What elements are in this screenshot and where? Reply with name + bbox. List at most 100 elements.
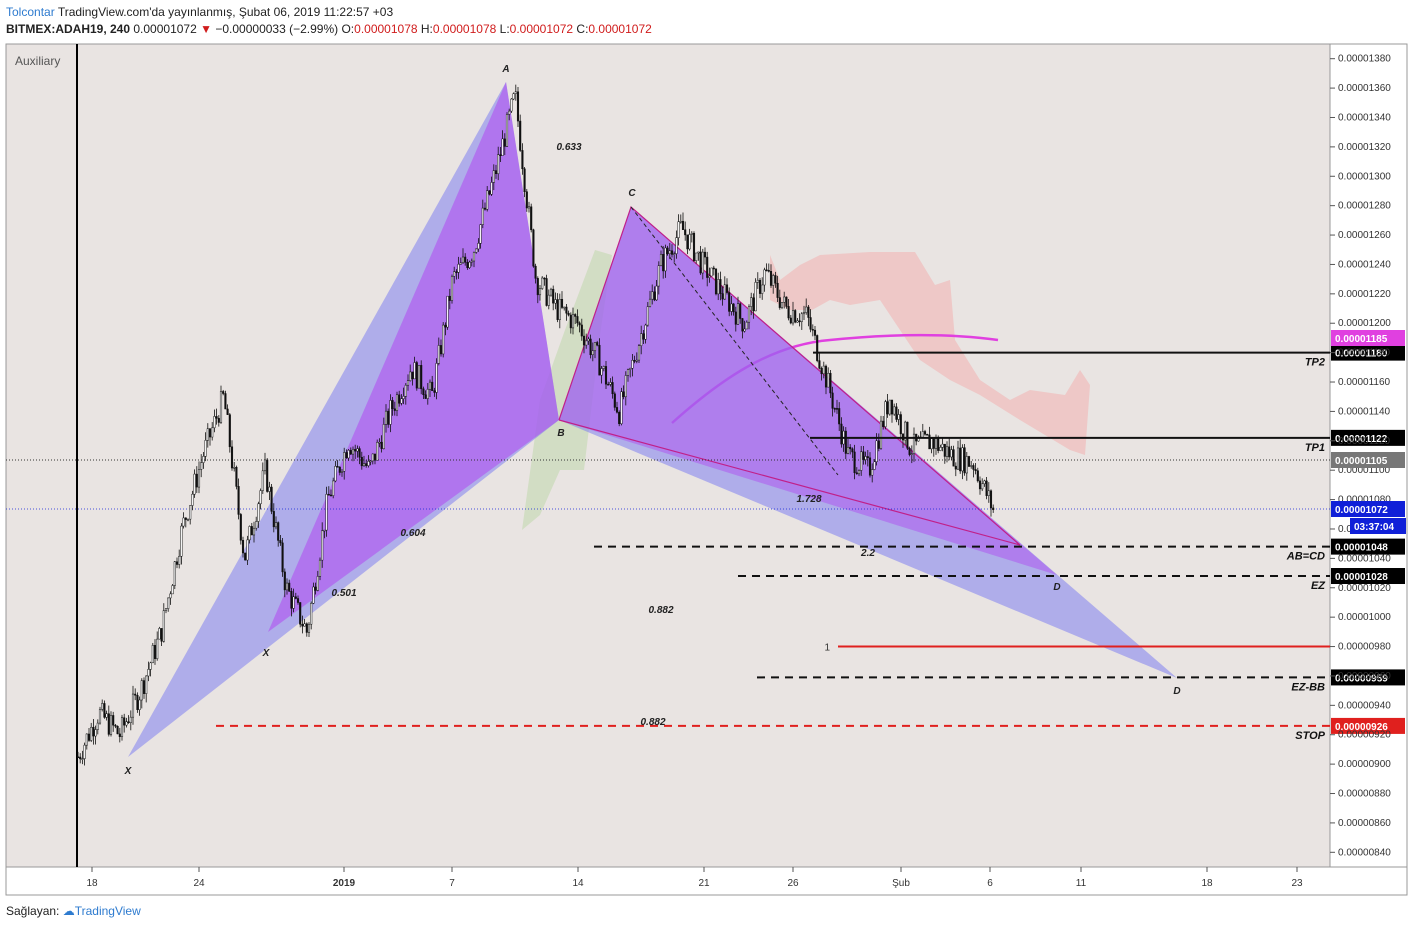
candle-body: [406, 380, 410, 386]
candle-body: [303, 623, 306, 627]
candle-body: [706, 256, 709, 278]
candle-body: [239, 514, 242, 541]
candle-body: [283, 571, 286, 591]
candle-body: [442, 324, 445, 355]
candle-body: [514, 91, 517, 94]
candle-body: [360, 456, 363, 467]
candle-body: [213, 416, 216, 429]
candle-body: [202, 456, 205, 463]
open-value: 0.00001078: [354, 22, 418, 36]
candle-body: [651, 291, 654, 300]
candle-body: [178, 556, 181, 565]
candle-body: [391, 400, 394, 410]
candle-body: [912, 433, 916, 454]
y-tick-label: 0.00000920: [1338, 730, 1391, 741]
candle-body: [270, 486, 273, 512]
candle-body: [512, 93, 515, 100]
y-tick-label: 0.00000840: [1338, 847, 1391, 858]
author-link[interactable]: Tolcontar: [6, 5, 55, 19]
price-chart[interactable]: Auxiliary TP2 0.00001180 TP1 0.00001122 AB=C…: [0, 0, 1413, 900]
tradingview-link[interactable]: TradingView: [74, 904, 141, 918]
candle-body: [486, 190, 489, 210]
candle-body: [365, 463, 368, 466]
price-badge: 0.00001105: [1331, 452, 1405, 468]
candle-body: [884, 401, 887, 428]
candle-body: [554, 299, 557, 304]
candle-body: [587, 338, 590, 342]
time-axis[interactable]: [5, 866, 1408, 896]
candle-body: [725, 284, 729, 293]
candle-body: [692, 232, 696, 261]
candle-body: [395, 394, 399, 411]
candle-body: [541, 277, 544, 289]
candle-body: [945, 446, 949, 457]
candle-body: [893, 406, 896, 415]
candle-body: [510, 98, 513, 112]
candle-body: [941, 443, 944, 448]
candle-body: [530, 206, 533, 231]
candle-body: [563, 306, 566, 309]
candle-body: [963, 447, 966, 474]
candle-body: [459, 262, 462, 265]
candle-body: [415, 362, 418, 389]
candle-body: [217, 418, 220, 423]
candle-body: [521, 150, 524, 170]
price-change: −0.00000033 (−2.99%): [215, 22, 339, 36]
candle-body: [721, 293, 724, 300]
candle-body: [389, 400, 392, 425]
candle-body: [288, 582, 291, 592]
candle-body: [767, 270, 770, 272]
candle-body: [114, 724, 117, 727]
candle-body: [228, 414, 231, 448]
candle-body: [646, 306, 649, 326]
candle-body: [626, 369, 630, 376]
candle-body: [635, 359, 638, 362]
y-tick-label: 0.00001040: [1338, 553, 1391, 564]
candle-body: [76, 756, 80, 759]
candle-body: [175, 561, 179, 565]
candle-body: [798, 320, 801, 323]
candle-body: [94, 729, 97, 737]
level-badge-text: 0.00000926: [1335, 722, 1388, 733]
candle-body: [464, 256, 467, 263]
level-price-badge: 0.00001122: [1331, 429, 1405, 446]
candle-body: [158, 628, 161, 640]
level-price-badge: 0.00001028: [1331, 568, 1405, 585]
candle-body: [816, 335, 819, 361]
y-tick-label: 0.00001120: [1338, 436, 1391, 447]
candle-body: [598, 344, 601, 376]
candle-body: [382, 424, 385, 449]
candle-body: [604, 366, 608, 385]
candle-body: [756, 279, 759, 283]
pattern-point-a: A: [501, 64, 509, 75]
candle-body: [950, 449, 953, 458]
candle-body: [970, 465, 973, 467]
candle-body: [989, 490, 993, 509]
candle-body: [369, 460, 372, 463]
candle-body: [299, 602, 302, 625]
candle-body: [263, 459, 267, 472]
level-badge-bg: [1331, 568, 1405, 585]
y-tick-label: 0.00001340: [1338, 112, 1391, 123]
candle-body: [329, 494, 333, 497]
candle-body: [230, 446, 234, 469]
x-tick-label: 18: [86, 878, 98, 889]
candle-body: [250, 526, 253, 536]
candle-body: [318, 559, 322, 577]
level-badge-bg: [1331, 538, 1405, 555]
candle-body: [930, 438, 933, 450]
candle-body: [215, 416, 218, 419]
candle-body: [655, 285, 658, 301]
candle-body: [224, 393, 227, 410]
red-level-label: 1: [824, 643, 830, 654]
candle-body: [281, 542, 284, 573]
candle-body: [818, 360, 821, 369]
candle-body: [266, 459, 269, 492]
candle-body: [103, 703, 106, 718]
candle-body: [446, 295, 449, 328]
candle-body: [730, 303, 733, 312]
candle-body: [151, 645, 154, 664]
candle-body: [802, 312, 806, 315]
x-tick-label: 11: [1076, 878, 1087, 889]
candle-body: [734, 311, 737, 325]
